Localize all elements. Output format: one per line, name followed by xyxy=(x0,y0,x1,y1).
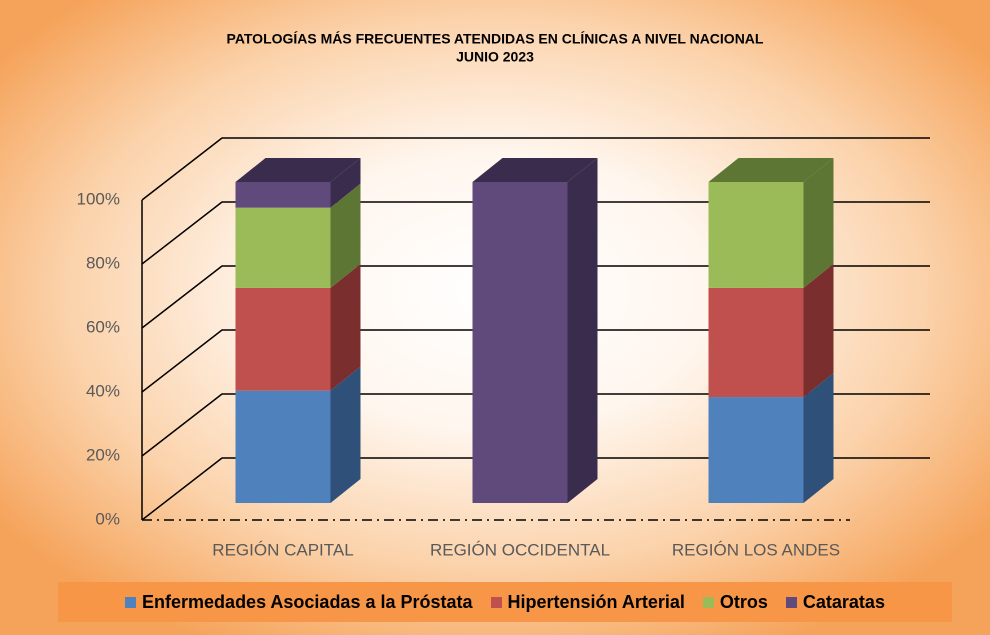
grid-line xyxy=(141,265,930,329)
bar-side xyxy=(330,366,361,503)
bar-side xyxy=(330,263,361,391)
x-tick-label: REGIÓN CAPITAL xyxy=(212,540,353,559)
legend-item: Hipertensión Arterial xyxy=(490,591,685,613)
bar-side xyxy=(803,158,834,288)
bar-side xyxy=(567,158,598,503)
legend-swatch xyxy=(702,596,714,608)
bar-top xyxy=(708,158,834,182)
bar-segment xyxy=(235,182,331,208)
legend-swatch xyxy=(785,596,797,608)
bar-segment xyxy=(708,287,804,398)
legend: Enfermedades Asociadas a la Próstata Hipe… xyxy=(58,582,952,622)
legend-swatch xyxy=(125,596,137,608)
bar-segment xyxy=(235,207,331,288)
grid-line xyxy=(141,457,930,521)
y-tick-label: 100% xyxy=(77,189,120,208)
x-tick-label: REGIÓN LOS ANDES xyxy=(672,540,840,559)
bar-side xyxy=(803,373,834,503)
bar-side xyxy=(803,263,834,398)
legend-swatch xyxy=(490,596,502,608)
legend-label: Enfermedades Asociadas a la Próstata xyxy=(142,591,473,612)
grid-line xyxy=(141,201,930,265)
bar-top xyxy=(235,158,361,182)
legend-label: Cataratas xyxy=(802,591,885,612)
y-tick-label: 20% xyxy=(86,445,120,464)
y-tick-label: 80% xyxy=(86,253,120,272)
legend-item: Cataratas xyxy=(785,591,885,613)
y-tick-label: 40% xyxy=(86,381,120,400)
bar-top xyxy=(472,158,598,182)
bar-segment xyxy=(472,182,568,503)
y-tick-label: 60% xyxy=(86,317,120,336)
bar-segment xyxy=(708,397,804,503)
legend-item: Otros xyxy=(702,591,768,613)
bar-side xyxy=(330,183,361,288)
x-tick-label: REGIÓN OCCIDENTAL xyxy=(430,540,610,559)
chart-title: PATOLOGÍAS MÁS FRECUENTES ATENDIDAS EN C… xyxy=(227,31,764,47)
bar-segment xyxy=(708,182,804,288)
grid-line xyxy=(141,393,930,457)
bar-segment xyxy=(235,390,331,503)
chart-subtitle: JUNIO 2023 xyxy=(456,49,534,65)
y-tick-label: 0% xyxy=(95,509,120,528)
legend-label: Hipertensión Arterial xyxy=(507,591,685,612)
grid-line xyxy=(141,329,930,393)
grid-line xyxy=(141,137,930,201)
bar-segment xyxy=(235,287,331,391)
legend-label: Otros xyxy=(719,591,768,612)
legend-item: Enfermedades Asociadas a la Próstata xyxy=(125,591,473,613)
bar-side xyxy=(330,158,361,208)
